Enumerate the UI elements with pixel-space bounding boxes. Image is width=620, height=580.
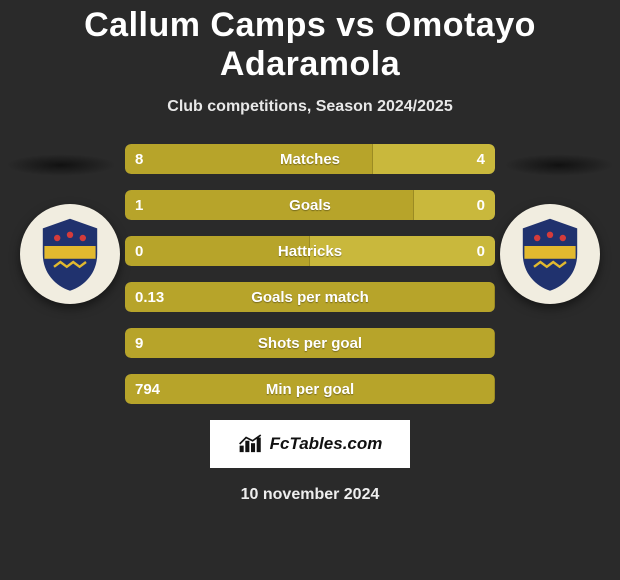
stat-value-right: 0 <box>467 236 495 266</box>
chart-icon <box>238 433 264 455</box>
player1-crest <box>20 204 120 304</box>
stat-label: Goals per match <box>125 282 495 312</box>
page-title: Callum Camps vs Omotayo Adaramola <box>0 0 620 84</box>
shield-icon <box>510 214 590 294</box>
player2-crest <box>500 204 600 304</box>
stat-row: 794Min per goal <box>125 374 495 404</box>
stat-value-right <box>475 282 495 312</box>
date-label: 10 november 2024 <box>0 486 620 504</box>
stat-row: 1Goals0 <box>125 190 495 220</box>
comparison-stage: 8Matches41Goals00Hattricks00.13Goals per… <box>0 144 620 504</box>
stat-label: Min per goal <box>125 374 495 404</box>
page-subtitle: Club competitions, Season 2024/2025 <box>0 98 620 116</box>
stat-label: Goals <box>125 190 495 220</box>
shield-icon <box>30 214 110 294</box>
stat-value-right <box>475 374 495 404</box>
stat-value-right: 0 <box>467 190 495 220</box>
stat-row: 0.13Goals per match <box>125 282 495 312</box>
stat-bars: 8Matches41Goals00Hattricks00.13Goals per… <box>125 144 495 404</box>
stat-value-right <box>475 328 495 358</box>
branding-text: FcTables.com <box>270 434 383 454</box>
stat-label: Hattricks <box>125 236 495 266</box>
branding-badge: FcTables.com <box>210 420 410 468</box>
stat-value-right: 4 <box>467 144 495 174</box>
shadow-left <box>6 154 116 176</box>
shadow-right <box>504 154 614 176</box>
stat-label: Matches <box>125 144 495 174</box>
stat-label: Shots per goal <box>125 328 495 358</box>
stat-row: 8Matches4 <box>125 144 495 174</box>
stat-row: 0Hattricks0 <box>125 236 495 266</box>
stat-row: 9Shots per goal <box>125 328 495 358</box>
